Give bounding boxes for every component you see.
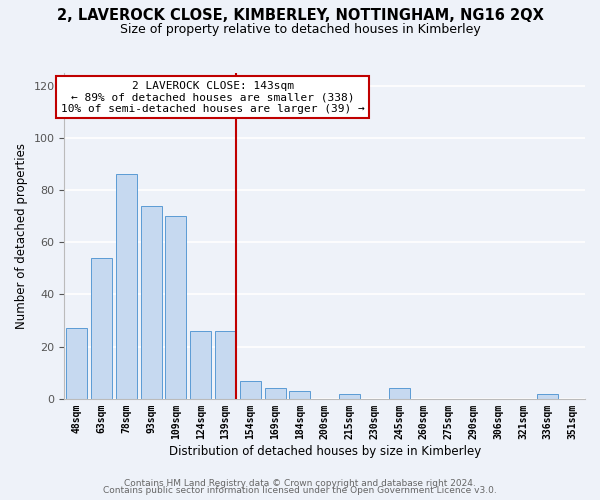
Text: 2 LAVEROCK CLOSE: 143sqm
← 89% of detached houses are smaller (338)
10% of semi-: 2 LAVEROCK CLOSE: 143sqm ← 89% of detach… — [61, 80, 365, 114]
Bar — [389, 388, 410, 399]
Bar — [289, 391, 310, 399]
X-axis label: Distribution of detached houses by size in Kimberley: Distribution of detached houses by size … — [169, 444, 481, 458]
Bar — [116, 174, 137, 399]
Text: Contains public sector information licensed under the Open Government Licence v3: Contains public sector information licen… — [103, 486, 497, 495]
Bar — [537, 394, 559, 399]
Bar — [190, 331, 211, 399]
Bar — [339, 394, 360, 399]
Bar — [166, 216, 187, 399]
Bar — [140, 206, 162, 399]
Bar — [240, 380, 261, 399]
Bar — [265, 388, 286, 399]
Bar — [66, 328, 88, 399]
Text: Contains HM Land Registry data © Crown copyright and database right 2024.: Contains HM Land Registry data © Crown c… — [124, 478, 476, 488]
Bar — [215, 331, 236, 399]
Bar — [91, 258, 112, 399]
Y-axis label: Number of detached properties: Number of detached properties — [15, 142, 28, 328]
Text: Size of property relative to detached houses in Kimberley: Size of property relative to detached ho… — [119, 22, 481, 36]
Text: 2, LAVEROCK CLOSE, KIMBERLEY, NOTTINGHAM, NG16 2QX: 2, LAVEROCK CLOSE, KIMBERLEY, NOTTINGHAM… — [56, 8, 544, 22]
